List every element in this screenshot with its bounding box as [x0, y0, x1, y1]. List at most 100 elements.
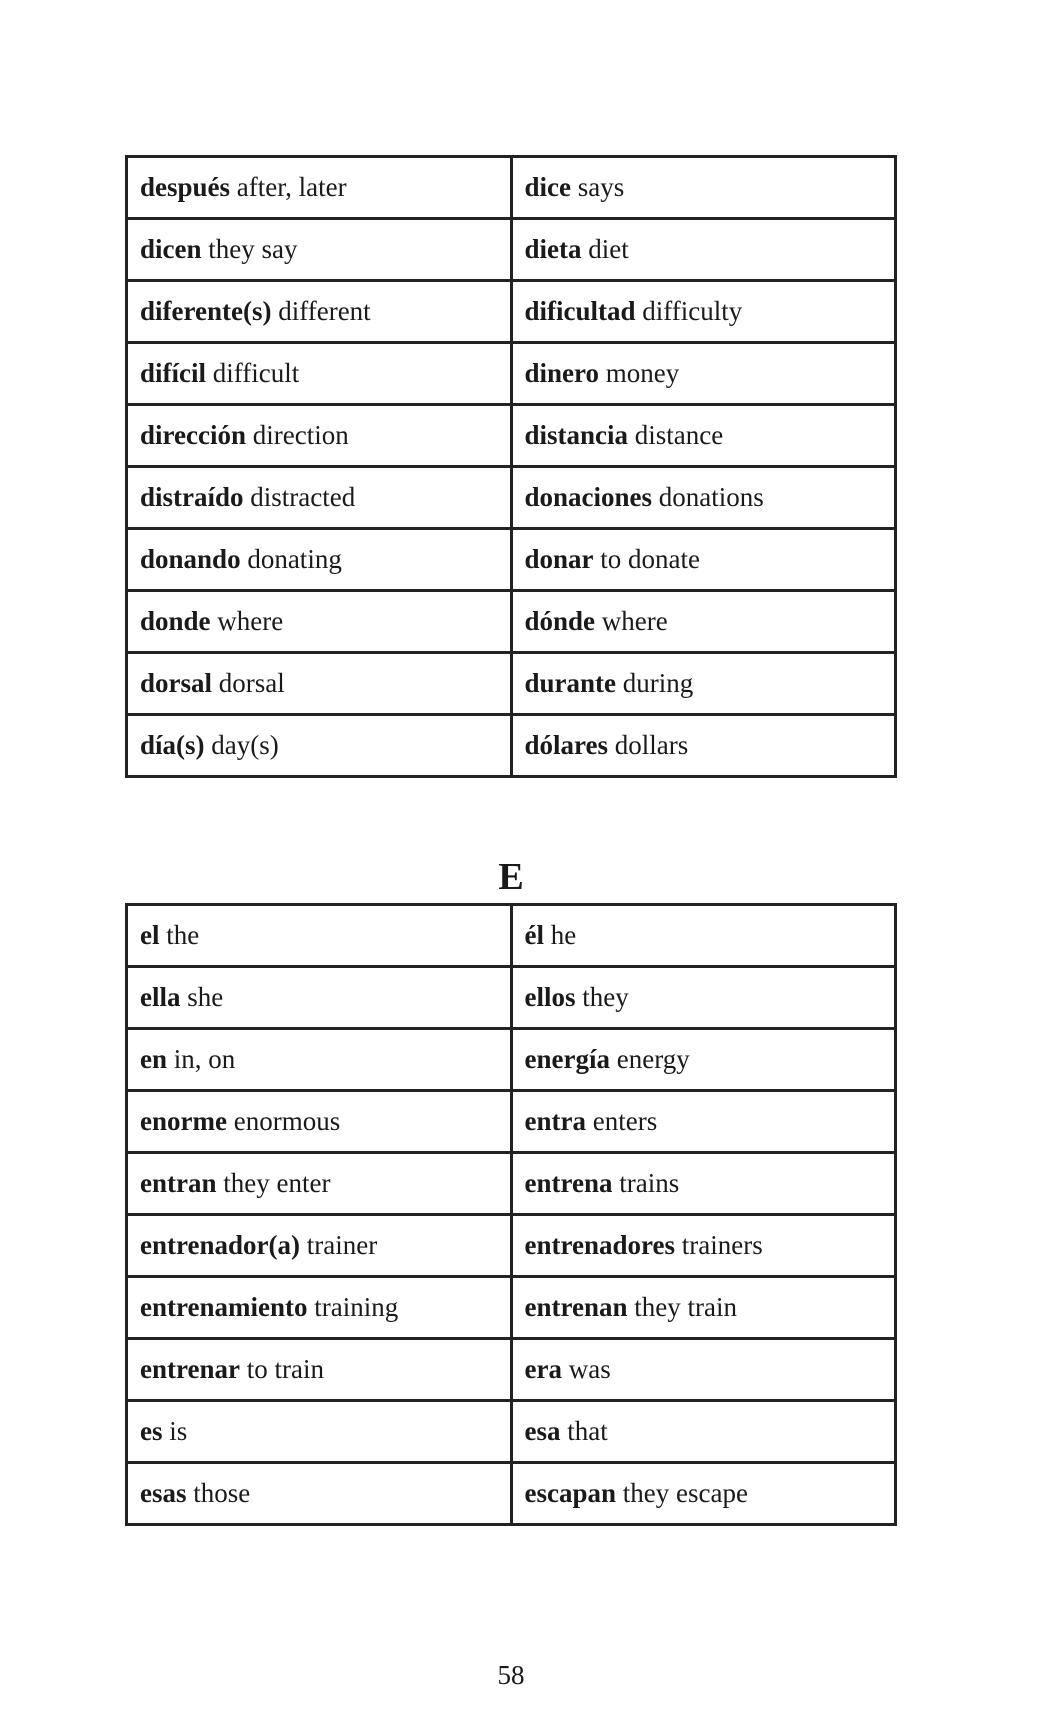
glossary-entry: entrenamiento training: [125, 1275, 513, 1340]
glossary-entry: entrenar to train: [125, 1337, 513, 1402]
table-row: ella she ellos they: [125, 965, 897, 1030]
spanish-term: enorme: [140, 1106, 227, 1136]
glossary-entry: distraído distracted: [125, 465, 513, 530]
spanish-term: era: [524, 1354, 562, 1384]
spanish-term: dorsal: [140, 668, 213, 698]
spanish-term: distancia: [524, 420, 629, 450]
english-translation: to train: [246, 1354, 324, 1384]
glossary-entry: dicen they say: [125, 217, 513, 282]
table-row: donde where dónde where: [125, 589, 897, 654]
spanish-term: en: [140, 1044, 167, 1074]
english-translation: trainers: [681, 1230, 763, 1260]
spanish-term: distraído: [140, 482, 244, 512]
spanish-term: ellos: [524, 982, 576, 1012]
table-row: dorsal dorsal durante during: [125, 651, 897, 716]
glossary-entry: dorsal dorsal: [125, 651, 513, 716]
english-translation: donations: [658, 482, 764, 512]
glossary-entry: entrena trains: [509, 1151, 897, 1216]
english-translation: distracted: [250, 482, 356, 512]
table-row: dirección direction distancia distance: [125, 403, 897, 468]
spanish-term: entrenador(a): [140, 1230, 300, 1260]
english-translation: after, later: [236, 172, 347, 202]
glossary-entry: es is: [125, 1399, 513, 1464]
spanish-term: donar: [524, 544, 594, 574]
table-row: entrenador(a) trainer entrenadores traine…: [125, 1213, 897, 1278]
table-row: entrenamiento training entrenan they trai…: [125, 1275, 897, 1340]
spanish-term: dificultad: [524, 296, 636, 326]
glossary-entry: difícil difficult: [125, 341, 513, 406]
spanish-term: entrenar: [140, 1354, 240, 1384]
english-translation: trains: [619, 1168, 680, 1198]
spanish-term: donaciones: [524, 482, 653, 512]
glossary-entry: después after, later: [125, 155, 513, 220]
spanish-term: entrenan: [524, 1292, 628, 1322]
english-translation: distance: [634, 420, 724, 450]
glossary-entry: entrenador(a) trainer: [125, 1213, 513, 1278]
table-row: esas those escapan they escape: [125, 1461, 897, 1526]
spanish-term: energía: [524, 1044, 610, 1074]
glossary-entry: dólares dollars: [509, 713, 897, 778]
spanish-term: dieta: [524, 234, 582, 264]
table-row: el the él he: [125, 903, 897, 968]
glossary-entry: dónde where: [509, 589, 897, 654]
spanish-term: él: [524, 920, 545, 950]
spanish-term: difícil: [140, 358, 206, 388]
spanish-term: dólares: [524, 730, 609, 760]
spanish-term: esa: [524, 1416, 561, 1446]
glossary-entry: ellos they: [509, 965, 897, 1030]
glossary-entry: donde where: [125, 589, 513, 654]
glossary-entry: dieta diet: [509, 217, 897, 282]
glossary-entry: dirección direction: [125, 403, 513, 468]
table-row: enorme enormous entra enters: [125, 1089, 897, 1154]
spanish-term: dónde: [524, 606, 596, 636]
spanish-term: es: [140, 1416, 163, 1446]
english-translation: where: [601, 606, 668, 636]
table-row: es is esa that: [125, 1399, 897, 1464]
english-translation: trainer: [306, 1230, 378, 1260]
english-translation: where: [217, 606, 284, 636]
english-translation: they say: [208, 234, 298, 264]
english-translation: direction: [252, 420, 349, 450]
table-row: difícil difficult dinero money: [125, 341, 897, 406]
glossary-entry: ella she: [125, 965, 513, 1030]
table-row: día(s) day(s) dólares dollars: [125, 713, 897, 778]
table-row: en in, on energía energy: [125, 1027, 897, 1092]
english-translation: training: [314, 1292, 399, 1322]
spanish-term: entra: [524, 1106, 586, 1136]
glossary-entry: era was: [509, 1337, 897, 1402]
english-translation: dollars: [614, 730, 689, 760]
english-translation: enormous: [233, 1106, 341, 1136]
english-translation: in, on: [173, 1044, 236, 1074]
glossary-entry: entran they enter: [125, 1151, 513, 1216]
glossary-table-d: después after, later dice says dicen they …: [125, 155, 897, 778]
english-translation: he: [550, 920, 577, 950]
glossary-entry: dificultad difficulty: [509, 279, 897, 344]
glossary-entry: esa that: [509, 1399, 897, 1464]
glossary-entry: distancia distance: [509, 403, 897, 468]
english-translation: they escape: [622, 1478, 748, 1508]
spanish-term: el: [140, 920, 160, 950]
glossary-entry: durante during: [509, 651, 897, 716]
page-number: 58: [497, 1660, 525, 1690]
english-translation: they train: [634, 1292, 737, 1322]
english-translation: those: [193, 1478, 251, 1508]
table-row: dicen they say dieta diet: [125, 217, 897, 282]
glossary-entry: en in, on: [125, 1027, 513, 1092]
english-translation: enters: [592, 1106, 658, 1136]
spanish-term: durante: [524, 668, 617, 698]
english-translation: donating: [247, 544, 342, 574]
english-translation: different: [278, 296, 371, 326]
glossary-entry: escapan they escape: [509, 1461, 897, 1526]
english-translation: money: [605, 358, 680, 388]
english-translation: was: [568, 1354, 611, 1384]
spanish-term: donando: [140, 544, 241, 574]
spanish-term: después: [140, 172, 231, 202]
glossary-entry: día(s) day(s): [125, 713, 513, 778]
table-row: entrenar to train era was: [125, 1337, 897, 1402]
english-translation: says: [577, 172, 625, 202]
table-row: diferente(s) different dificultad difficu…: [125, 279, 897, 344]
glossary-entry: donaciones donations: [509, 465, 897, 530]
spanish-term: ella: [140, 982, 181, 1012]
english-translation: day(s): [211, 730, 279, 760]
glossary-table-e: el the él he ella she ellos they en in, on en…: [125, 903, 897, 1526]
